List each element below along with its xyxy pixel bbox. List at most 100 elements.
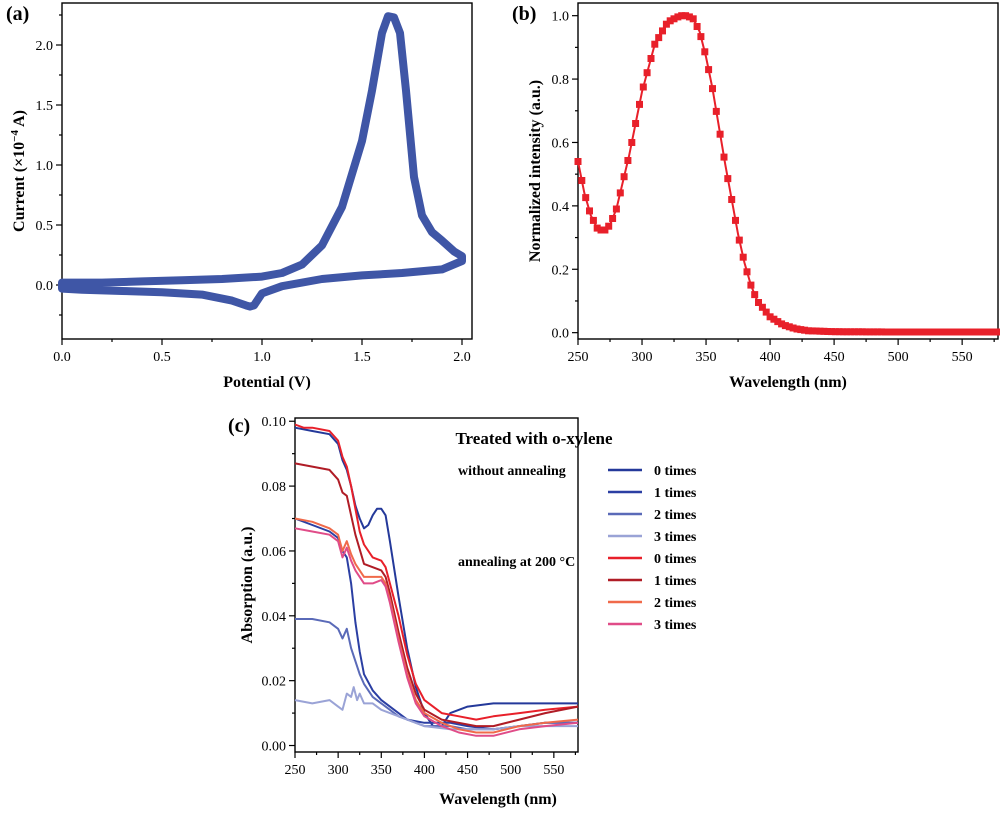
y-tick-label-c: 0.00 <box>262 740 287 755</box>
y-axis-label-b: Normalized intensity (a.u.) <box>527 80 544 262</box>
x-axis-label-c: Wavelength (nm) <box>439 791 557 808</box>
y-tick-label-c: 0.08 <box>262 480 287 495</box>
intensity-marker <box>613 206 620 213</box>
series-layer-b <box>575 12 1000 335</box>
x-tick-label-a: 0.5 <box>153 350 171 365</box>
intensity-marker <box>578 177 585 184</box>
plot-frame-b <box>578 3 998 339</box>
y-axis-label-a-post: A) <box>11 110 28 130</box>
intensity-marker <box>651 41 658 48</box>
annotation-without-annealing: without annealing <box>458 464 566 479</box>
intensity-marker <box>744 268 751 275</box>
x-axis-label-b: Wavelength (nm) <box>729 374 847 391</box>
y-tick-label-b: 0.4 <box>552 200 570 215</box>
x-tick-label-b: 500 <box>888 350 909 365</box>
x-tick-label-a: 1.0 <box>253 350 271 365</box>
intensity-marker <box>648 55 655 62</box>
intensity-marker <box>690 15 697 22</box>
legend-label: 1 times <box>654 574 697 589</box>
legend-label: 3 times <box>654 530 697 545</box>
intensity-marker <box>644 69 651 76</box>
intensity-marker <box>632 120 639 127</box>
y-tick-label-b: 0.2 <box>552 263 570 278</box>
y-tick-label-c: 0.04 <box>262 610 287 625</box>
x-axis-label-a: Potential (V) <box>223 374 311 391</box>
x-tick-label-c: 550 <box>543 763 564 778</box>
intensity-marker <box>659 27 666 34</box>
y-tick-label-b: 0.6 <box>552 136 570 151</box>
x-tick-label-b: 250 <box>568 350 589 365</box>
panel-label-a: (a) <box>6 3 29 25</box>
panel-label-b: (b) <box>512 3 536 25</box>
y-tick-label-c: 0.10 <box>262 415 287 430</box>
x-tick-label-b: 350 <box>696 350 717 365</box>
y-tick-label-a: 0.0 <box>36 279 54 294</box>
intensity-marker <box>590 217 597 224</box>
intensity-marker <box>697 33 704 40</box>
intensity-marker <box>621 173 628 180</box>
spectrum-line-1 <box>295 519 578 730</box>
y-tick-label-b: 0.0 <box>552 327 570 342</box>
intensity-marker <box>728 196 735 203</box>
intensity-line <box>578 16 998 332</box>
x-tick-label-a: 1.5 <box>353 350 371 365</box>
intensity-marker <box>701 48 708 55</box>
x-tick-label-b: 300 <box>632 350 653 365</box>
legend-label: 0 times <box>654 464 697 479</box>
intensity-marker <box>993 329 1000 336</box>
intensity-marker <box>694 23 701 30</box>
x-tick-label-c: 350 <box>371 763 392 778</box>
intensity-marker <box>575 158 582 165</box>
intensity-marker <box>705 66 712 73</box>
intensity-marker <box>609 215 616 222</box>
intensity-marker <box>709 85 716 92</box>
y-axis-label-a-pre: Current (×10 <box>11 142 28 232</box>
x-tick-label-c: 450 <box>457 763 478 778</box>
x-tick-label-c: 500 <box>500 763 521 778</box>
intensity-marker <box>724 175 731 182</box>
intensity-marker <box>732 217 739 224</box>
x-tick-label-c: 300 <box>328 763 349 778</box>
spectrum-line-2 <box>295 619 578 729</box>
intensity-marker <box>640 84 647 91</box>
y-tick-label-a: 1.5 <box>36 99 54 114</box>
intensity-marker <box>655 34 662 41</box>
legend-label: 2 times <box>654 508 697 523</box>
x-tick-label-b: 400 <box>760 350 781 365</box>
y-tick-label-a: 2.0 <box>36 39 54 54</box>
x-tick-label-a: 0.0 <box>53 350 71 365</box>
y-tick-label-a: 0.5 <box>36 219 54 234</box>
intensity-marker <box>717 131 724 138</box>
intensity-marker <box>586 207 593 214</box>
legend-label: 3 times <box>654 618 697 633</box>
y-tick-label-c: 0.06 <box>262 545 287 560</box>
x-tick-label-b: 550 <box>952 350 973 365</box>
y-tick-label-c: 0.02 <box>262 675 287 690</box>
series-layer-a <box>62 16 462 306</box>
intensity-marker <box>636 101 643 108</box>
intensity-marker <box>713 108 720 115</box>
intensity-marker <box>747 282 754 289</box>
intensity-marker <box>751 291 758 298</box>
annotation-annealing-200c: annealing at 200 °C <box>458 555 575 570</box>
y-axis-label-a-sup: −4 <box>9 130 21 142</box>
intensity-marker <box>582 194 589 201</box>
x-tick-label-c: 400 <box>414 763 435 778</box>
y-tick-label-b: 1.0 <box>552 10 570 25</box>
intensity-marker <box>605 223 612 230</box>
spectrum-line-6 <box>295 519 578 733</box>
intensity-marker <box>721 154 728 161</box>
intensity-marker <box>624 157 631 164</box>
y-axis-label-c: Absorption (a.u.) <box>239 527 256 644</box>
intensity-marker <box>740 254 747 261</box>
intensity-marker <box>628 139 635 146</box>
cv-curve <box>62 16 462 306</box>
spectrum-line-5 <box>295 463 578 726</box>
intensity-marker <box>736 237 743 244</box>
panel-label-c: (c) <box>228 415 250 437</box>
